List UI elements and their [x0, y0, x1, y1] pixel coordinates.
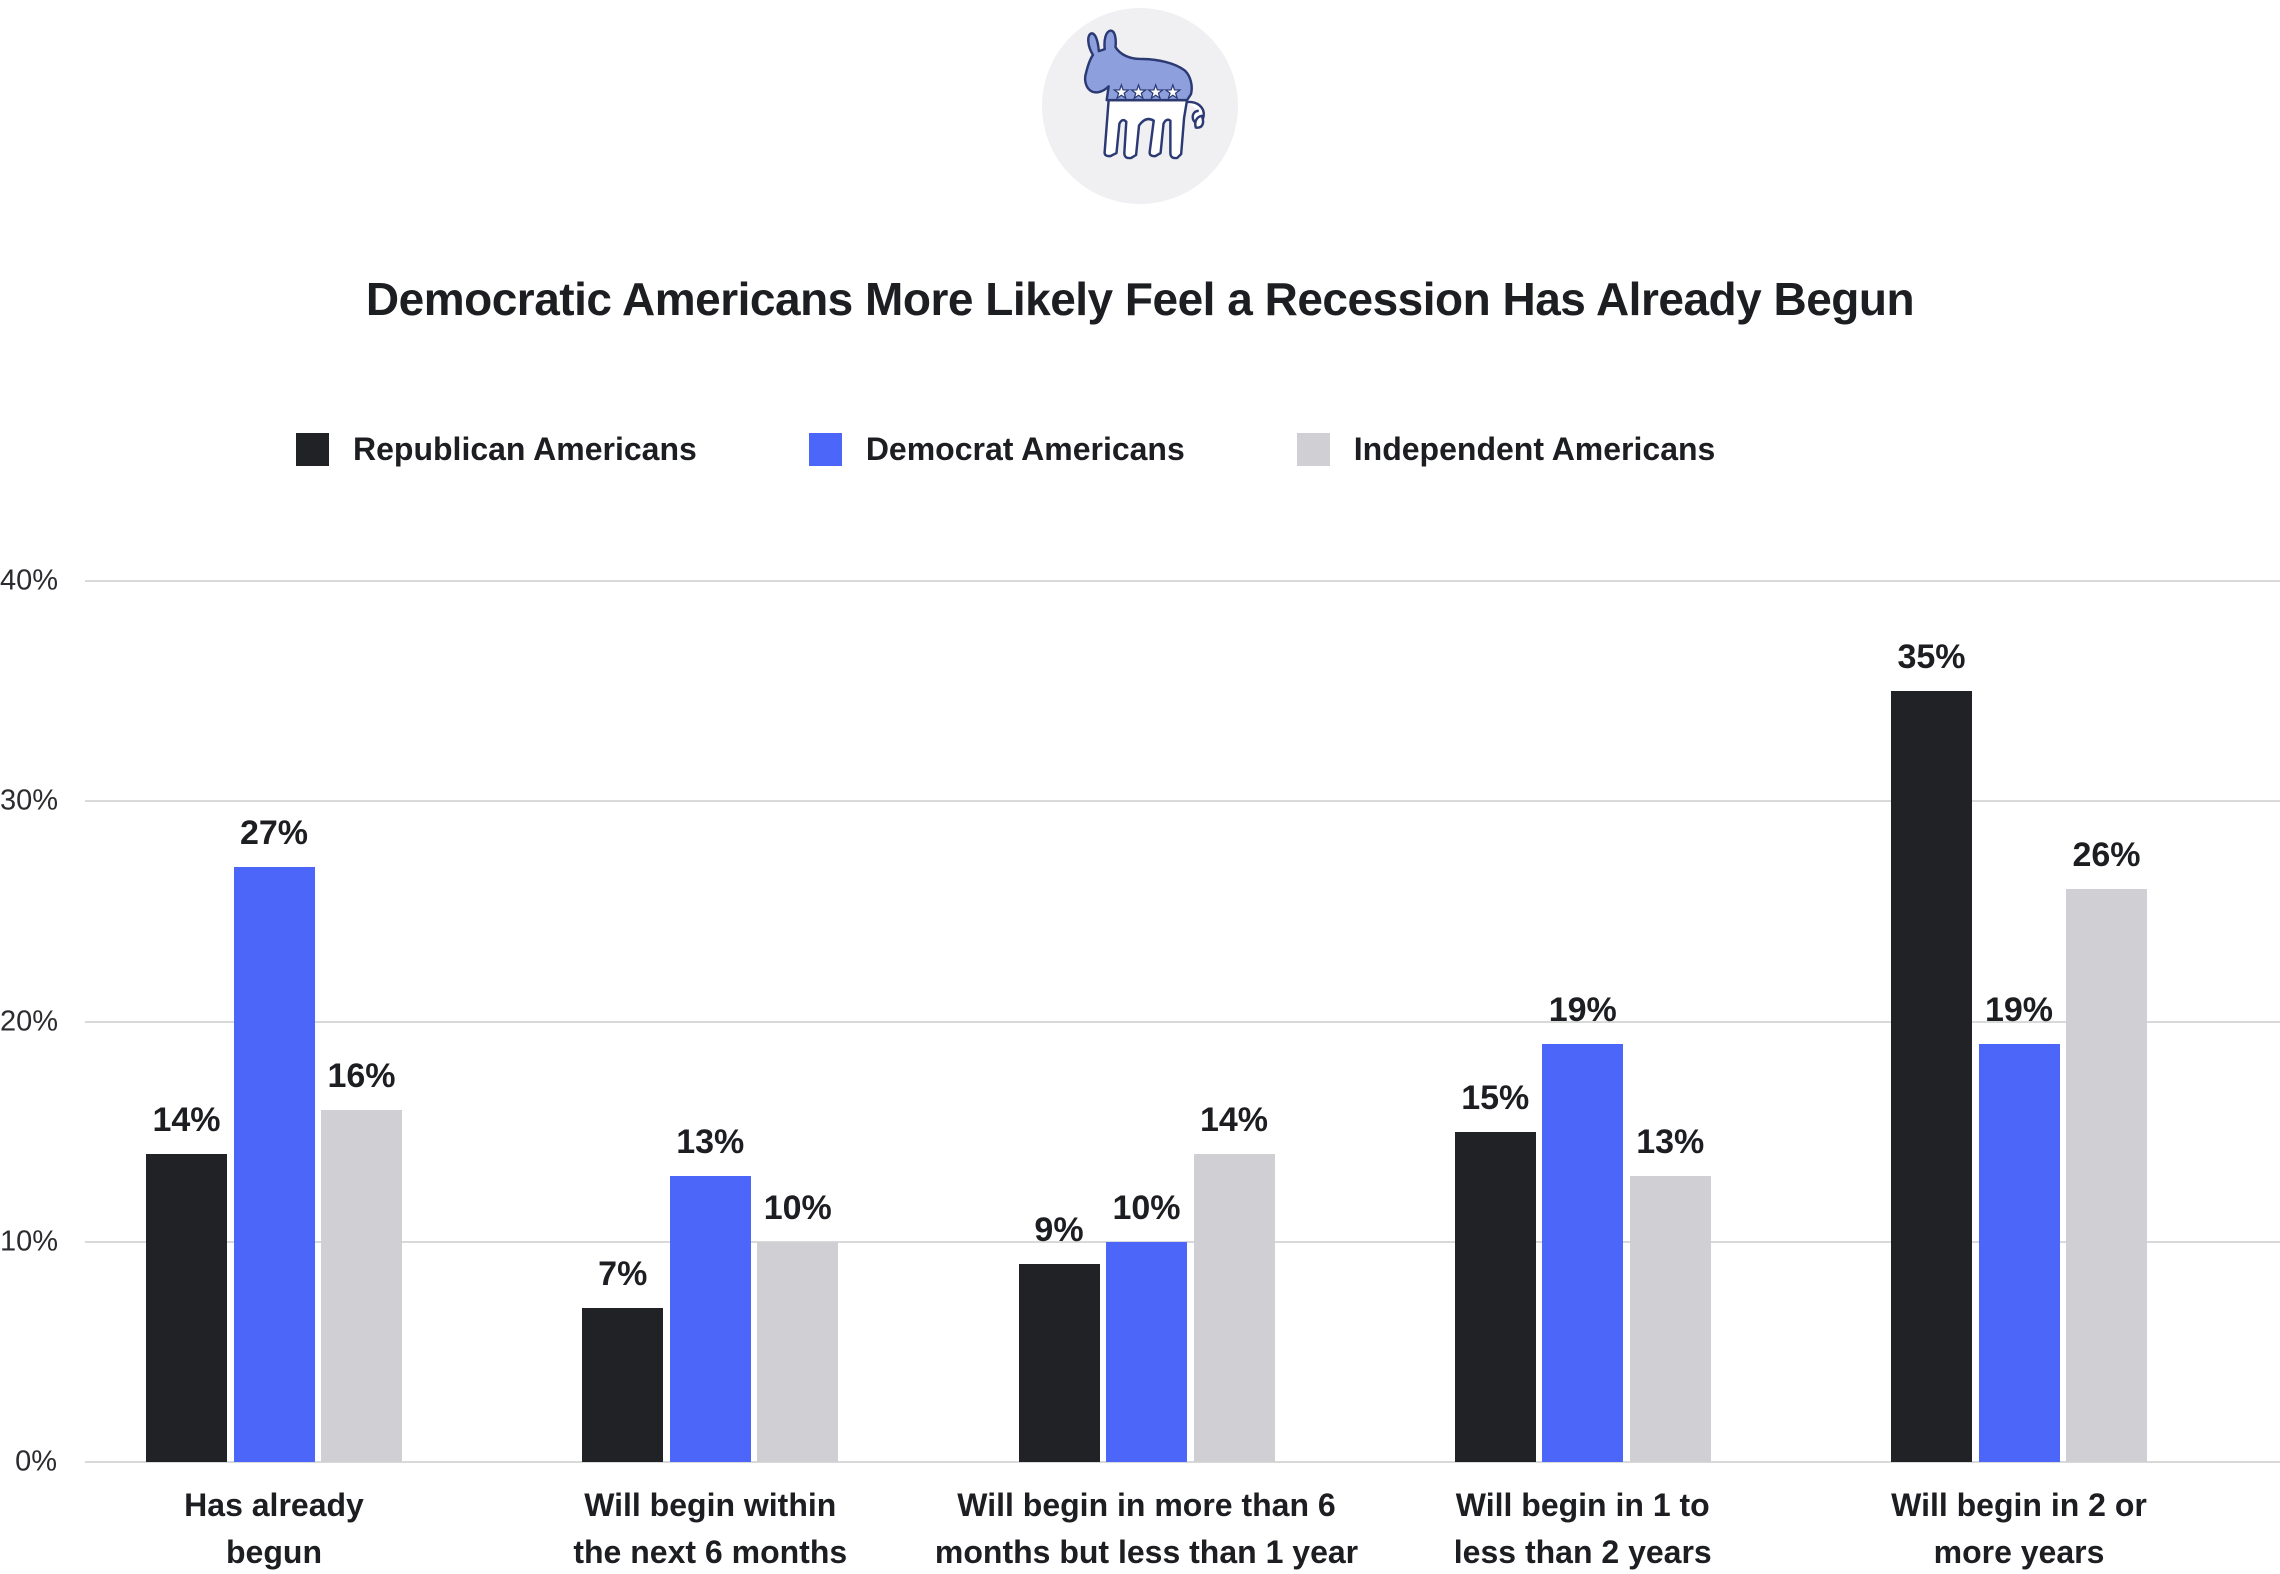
- bar-value-label: 13%: [676, 1122, 745, 1161]
- bar-value-label: 7%: [598, 1254, 648, 1293]
- bar: [1454, 1131, 1536, 1462]
- y-axis-tick-label: 20%: [0, 1005, 59, 1037]
- category-label-line: Will begin in 1 to: [1455, 1487, 1710, 1523]
- legend-item: Independent Americans: [1296, 431, 1716, 468]
- bar: [1629, 1175, 1711, 1462]
- bar: [1106, 1241, 1187, 1462]
- bar-value-label: 35%: [1897, 638, 1966, 677]
- gridline: [85, 800, 2280, 803]
- bar: [1193, 1153, 1275, 1462]
- y-axis-tick-label: 10%: [0, 1225, 59, 1258]
- bar: [146, 1153, 227, 1462]
- democrat-donkey-logo: [1042, 8, 1238, 204]
- legend-label: Democrat Americans: [865, 431, 1185, 467]
- bar-value-label: 19%: [1984, 990, 2054, 1029]
- gridline: [85, 1461, 2280, 1463]
- bar: [582, 1307, 664, 1462]
- legend-item: Republican Americans: [296, 431, 697, 468]
- chart-legend: Republican Americans Democrat Americans In…: [296, 431, 1715, 468]
- bar: [2066, 889, 2147, 1462]
- bar-value-label: 10%: [1112, 1188, 1181, 1227]
- category-label-line: more years: [1933, 1534, 2105, 1570]
- x-axis-category-label: Will begin within the next 6 months: [470, 1482, 950, 1574]
- bar: [1978, 1043, 2060, 1462]
- y-axis-tick-label: 40%: [0, 564, 59, 597]
- bar-value-label: 9%: [1034, 1210, 1084, 1249]
- bar: [321, 1109, 402, 1462]
- bar: [669, 1175, 751, 1462]
- chart-title: Democratic Americans More Likely Feel a …: [365, 273, 1915, 325]
- bar: [757, 1241, 839, 1462]
- y-axis-tick-label: 30%: [0, 784, 59, 817]
- y-axis-tick-label: 0%: [15, 1445, 57, 1478]
- bar-value-label: 16%: [327, 1056, 396, 1095]
- bar-value-label: 26%: [2072, 836, 2141, 875]
- legend-swatch: [808, 433, 842, 466]
- category-label-line: the next 6 months: [573, 1534, 848, 1570]
- category-label-line: Will begin in 2 or: [1891, 1487, 2147, 1523]
- bar-value-label: 15%: [1461, 1078, 1530, 1117]
- category-label-line: less than 2 years: [1453, 1534, 1712, 1570]
- category-label-line: begun: [226, 1534, 322, 1570]
- bar: [233, 867, 315, 1462]
- bar-value-label: 10%: [763, 1188, 832, 1227]
- legend-swatch: [296, 433, 329, 466]
- category-label-line: Has already: [184, 1487, 364, 1523]
- category-label-line: Will begin in more than 6: [957, 1487, 1336, 1523]
- category-label-line: Will begin within: [584, 1487, 837, 1523]
- bar-value-label: 14%: [152, 1100, 221, 1139]
- legend-label: Independent Americans: [1353, 431, 1716, 467]
- category-label-line: months but less than 1 year: [934, 1534, 1359, 1570]
- x-axis-category-label: Will begin in 2 or more years: [1779, 1482, 2259, 1574]
- x-axis-category-label: Will begin in 1 to less than 2 years: [1343, 1482, 1823, 1574]
- bar: [1018, 1263, 1100, 1462]
- bar-value-label: 19%: [1548, 990, 1617, 1029]
- gridline: [85, 1020, 2280, 1023]
- x-axis-category-label: Will begin in more than 6 months but less…: [907, 1482, 1387, 1574]
- x-axis-category-label: Has already begun: [34, 1482, 514, 1574]
- legend-swatch: [1296, 433, 1330, 466]
- bar-value-label: 13%: [1636, 1122, 1705, 1161]
- democrat-donkey-icon: [1083, 29, 1205, 160]
- gridline: [85, 580, 2280, 582]
- bar-value-label: 14%: [1199, 1100, 1269, 1139]
- legend-item: Democrat Americans: [808, 431, 1185, 468]
- legend-label: Republican Americans: [353, 431, 697, 467]
- bar: [1891, 691, 1972, 1462]
- bar: [1542, 1043, 1624, 1462]
- bar-value-label: 27%: [239, 814, 309, 853]
